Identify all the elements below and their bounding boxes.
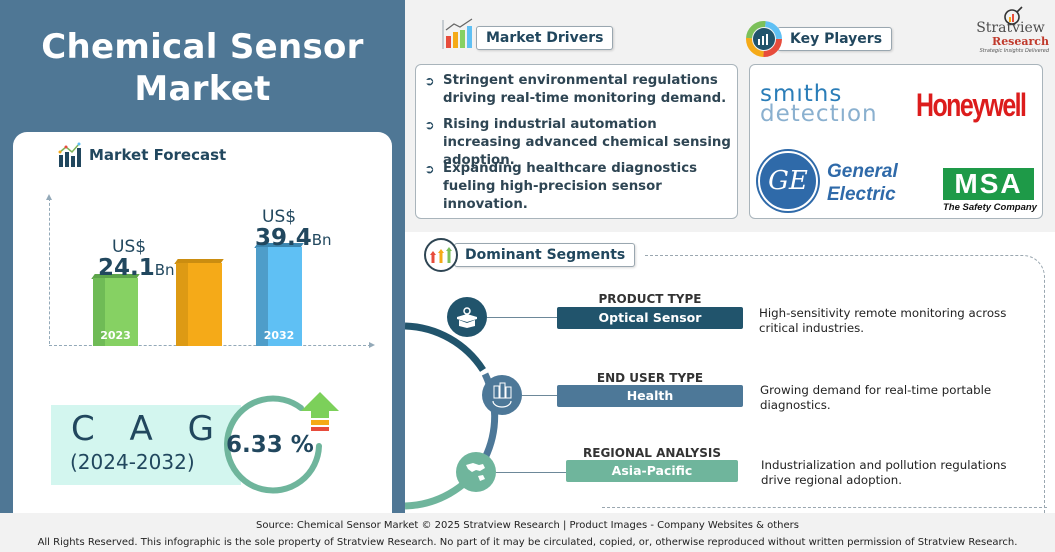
segment-value-pill: Asia-Pacific bbox=[566, 460, 738, 482]
box-gear-icon bbox=[447, 297, 487, 337]
value-label-2032: US$ 39.4Bn bbox=[255, 208, 332, 250]
key-players-logos: smıths detectıon Honeywell GE General El… bbox=[749, 64, 1043, 219]
driver-text: Stringent environmental regulations driv… bbox=[443, 73, 727, 106]
chart-y-axis bbox=[46, 194, 52, 344]
value-unit: Bn bbox=[154, 261, 175, 279]
logo-msa: MSA The Safety Company bbox=[943, 168, 1037, 213]
footer-source: Source: Chemical Sensor Market © 2025 St… bbox=[256, 520, 799, 531]
segment-description: Growing demand for real-time portable di… bbox=[760, 383, 992, 412]
bar-year-label: 2032 bbox=[263, 329, 295, 342]
dominant-segments-title: Dominant Segments bbox=[454, 243, 636, 267]
bar-chart-trend-icon bbox=[58, 142, 81, 167]
cagr-value: 6.33 % bbox=[226, 432, 314, 458]
segments-dashed-bottom bbox=[602, 507, 1047, 508]
market-forecast-header: Market Forecast bbox=[57, 142, 226, 168]
logo-honeywell: Honeywell bbox=[916, 87, 1027, 123]
bar-chart-growth-icon bbox=[442, 18, 473, 49]
page-title: Chemical Sensor Market bbox=[0, 26, 405, 110]
segment-description: High-sensitivity remote monitoring acros… bbox=[759, 306, 1007, 335]
logo-detection-text: detectıon bbox=[760, 101, 878, 127]
brand-tagline: Strategic Insights Delivered bbox=[979, 48, 1049, 54]
driver-item: ➲ Rising industrial automation increasin… bbox=[416, 116, 733, 170]
segment-title: PRODUCT TYPE bbox=[598, 292, 702, 306]
connector-line bbox=[496, 472, 566, 473]
footer: Source: Chemical Sensor Market © 2025 St… bbox=[0, 513, 1055, 552]
market-drivers-list: ➲ Stringent environmental regulations dr… bbox=[415, 64, 738, 219]
driver-text: Rising industrial automation increasing … bbox=[443, 117, 731, 168]
value-number: 24.1 bbox=[98, 255, 155, 281]
left-panel: Chemical Sensor Market Market Forecast 2… bbox=[0, 0, 405, 513]
bar-year-label: 2023 bbox=[100, 329, 131, 342]
growth-arrow-icon bbox=[301, 392, 339, 431]
market-drivers-title: Market Drivers bbox=[476, 26, 614, 50]
brand-name: Stratview bbox=[976, 20, 1045, 36]
value-unit: Bn bbox=[311, 231, 332, 249]
arrow-bullet-icon: ➲ bbox=[424, 162, 435, 176]
market-forecast-card: Market Forecast 2023 2032 US$ 24.1Bn US$… bbox=[13, 132, 392, 513]
msa-tagline: The Safety Company bbox=[943, 202, 1037, 213]
donut-chart-icon bbox=[746, 21, 782, 57]
msa-mark: MSA bbox=[943, 168, 1034, 200]
bar-2023: 2023 bbox=[91, 274, 140, 346]
city-gear-icon bbox=[482, 375, 522, 415]
arrow-bullet-icon: ➲ bbox=[424, 118, 435, 132]
key-players-title: Key Players bbox=[777, 27, 893, 51]
logo-smiths-text: smıths bbox=[760, 81, 843, 107]
brand-sub: Research bbox=[992, 35, 1049, 48]
segment-description: Industrialization and pollution regulati… bbox=[761, 458, 1007, 487]
connector-line bbox=[522, 395, 557, 396]
logo-general-electric: General Electric bbox=[827, 160, 898, 206]
bar-intermediate bbox=[174, 259, 224, 346]
globe-map-icon bbox=[456, 452, 496, 492]
driver-text: Expanding healthcare diagnostics fueling… bbox=[443, 161, 697, 212]
arrow-bullet-icon: ➲ bbox=[424, 74, 435, 88]
currency-label: US$ bbox=[112, 237, 147, 257]
magnifier-chart-icon bbox=[1004, 6, 1023, 25]
market-forecast-title: Market Forecast bbox=[89, 146, 227, 164]
market-drivers-header: Market Drivers bbox=[442, 18, 614, 50]
key-players-header: Key Players bbox=[745, 20, 893, 58]
cagr-ring bbox=[224, 395, 322, 494]
value-label-2023: US$ 24.1Bn bbox=[98, 238, 175, 280]
ge-mark: GE bbox=[768, 166, 808, 196]
footer-rights: All Rights Reserved. This infographic is… bbox=[37, 537, 1018, 548]
segment-value-pill: Optical Sensor bbox=[557, 307, 743, 329]
segment-title: END USER TYPE bbox=[596, 371, 704, 385]
ge-line-1: General bbox=[827, 161, 898, 182]
stratview-logo: Stratview Research Strategic Insights De… bbox=[968, 6, 1053, 54]
value-number: 39.4 bbox=[255, 225, 312, 251]
cagr-box bbox=[51, 405, 241, 485]
cagr-range: (2024-2032) bbox=[70, 450, 195, 474]
segment-title: REGIONAL ANALYSIS bbox=[583, 446, 721, 460]
ge-line-2: Electric bbox=[827, 184, 896, 205]
bar-2032: 2032 bbox=[254, 243, 304, 346]
segments-dashed-border bbox=[645, 255, 1045, 513]
title-line-2: Market bbox=[134, 69, 271, 109]
driver-item: ➲ Expanding healthcare diagnostics fueli… bbox=[416, 160, 703, 214]
logo-smiths-detection: smıths detectıon bbox=[760, 81, 878, 127]
connector-line bbox=[487, 317, 557, 318]
driver-item: ➲ Stringent environmental regulations dr… bbox=[416, 72, 733, 108]
rising-bars-icon bbox=[424, 238, 458, 272]
dominant-segments-header: Dominant Segments bbox=[424, 238, 636, 272]
currency-label: US$ bbox=[262, 207, 297, 227]
logo-ge-monogram: GE bbox=[758, 151, 818, 211]
segment-value-pill: Health bbox=[557, 385, 743, 407]
title-line-1: Chemical Sensor bbox=[41, 27, 364, 67]
